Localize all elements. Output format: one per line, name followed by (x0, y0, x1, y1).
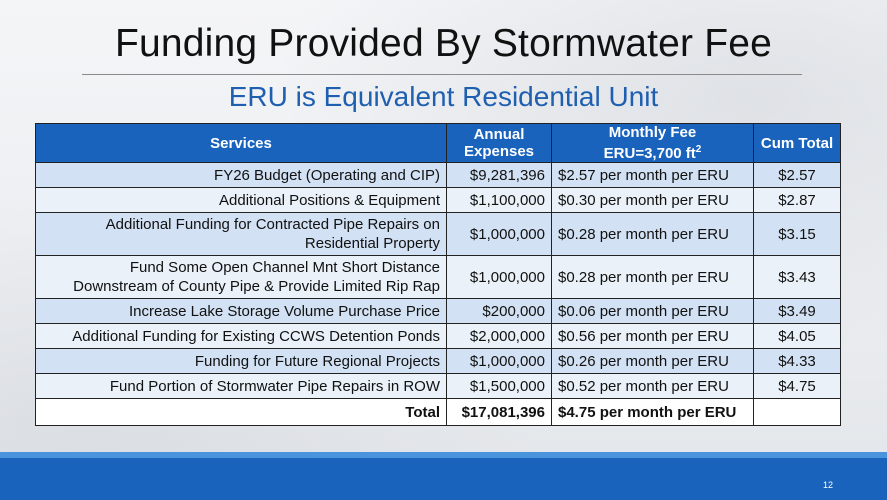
fee-cell: $0.26 per month per ERU (551, 348, 754, 374)
fee-cell: $2.57 per month per ERU (551, 162, 754, 188)
cum-cell: $4.05 (753, 323, 841, 349)
table-row: Additional Positions & Equipment $1,100,… (35, 187, 841, 213)
total-row: Total $17,081,396 $4.75 per month per ER… (35, 398, 841, 426)
expense-cell: $9,281,396 (446, 162, 552, 188)
service-cell: Additional Funding for Contracted Pipe R… (35, 212, 447, 256)
page-number: 12 (822, 480, 833, 490)
header-annual-expenses: Annual Expenses (446, 123, 552, 163)
service-cell: Additional Positions & Equipment (35, 187, 447, 213)
funding-table: Services Annual Expenses Monthly Fee ERU=3… (35, 123, 841, 426)
fee-cell: $0.30 per month per ERU (551, 187, 754, 213)
cum-cell: $3.15 (753, 212, 841, 256)
total-label: Total (35, 398, 447, 426)
table-header-row: Services Annual Expenses Monthly Fee ERU=3… (35, 123, 841, 163)
expense-cell: $1,000,000 (446, 255, 552, 299)
slide-title: Funding Provided By Stormwater Fee (114, 22, 773, 65)
cum-cell: $3.49 (753, 298, 841, 324)
fee-cell: $0.28 per month per ERU (551, 255, 754, 299)
service-cell: Fund Portion of Stormwater Pipe Repairs … (35, 373, 447, 399)
cum-cell: $3.43 (753, 255, 841, 299)
table-row: Additional Funding for Existing CCWS Det… (35, 323, 841, 349)
title-divider (82, 74, 802, 75)
service-cell: FY26 Budget (Operating and CIP) (35, 162, 447, 188)
cum-cell: $2.87 (753, 187, 841, 213)
table-row: Increase Lake Storage Volume Purchase Pr… (35, 298, 841, 324)
cum-cell: $4.75 (753, 373, 841, 399)
header-cum-total: Cum Total (753, 123, 841, 163)
service-cell: Increase Lake Storage Volume Purchase Pr… (35, 298, 447, 324)
expense-cell: $1,500,000 (446, 373, 552, 399)
footer-accent-strip (0, 452, 887, 458)
table-row: Funding for Future Regional Projects $1,… (35, 348, 841, 374)
service-cell: Fund Some Open Channel Mnt Short Distanc… (35, 255, 447, 299)
table-row: Fund Some Open Channel Mnt Short Distanc… (35, 255, 841, 299)
service-cell: Additional Funding for Existing CCWS Det… (35, 323, 447, 349)
table-row: FY26 Budget (Operating and CIP) $9,281,3… (35, 162, 841, 188)
expense-cell: $2,000,000 (446, 323, 552, 349)
footer-bar (0, 458, 887, 500)
expense-cell: $1,000,000 (446, 348, 552, 374)
cum-cell: $4.33 (753, 348, 841, 374)
fee-cell: $0.56 per month per ERU (551, 323, 754, 349)
expense-cell: $1,000,000 (446, 212, 552, 256)
total-cum (753, 398, 841, 426)
fee-cell: $0.52 per month per ERU (551, 373, 754, 399)
table-row: Fund Portion of Stormwater Pipe Repairs … (35, 373, 841, 399)
cum-cell: $2.57 (753, 162, 841, 188)
expense-cell: $1,100,000 (446, 187, 552, 213)
header-monthly-fee: Monthly Fee ERU=3,700 ft2 (551, 123, 754, 163)
total-expenses: $17,081,396 (446, 398, 552, 426)
fee-cell: $0.28 per month per ERU (551, 212, 754, 256)
slide-subtitle: ERU is Equivalent Residential Unit (228, 81, 659, 112)
table-row: Additional Funding for Contracted Pipe R… (35, 212, 841, 256)
header-services: Services (35, 123, 447, 163)
fee-cell: $0.06 per month per ERU (551, 298, 754, 324)
service-cell: Funding for Future Regional Projects (35, 348, 447, 374)
total-fee: $4.75 per month per ERU (551, 398, 754, 426)
expense-cell: $200,000 (446, 298, 552, 324)
